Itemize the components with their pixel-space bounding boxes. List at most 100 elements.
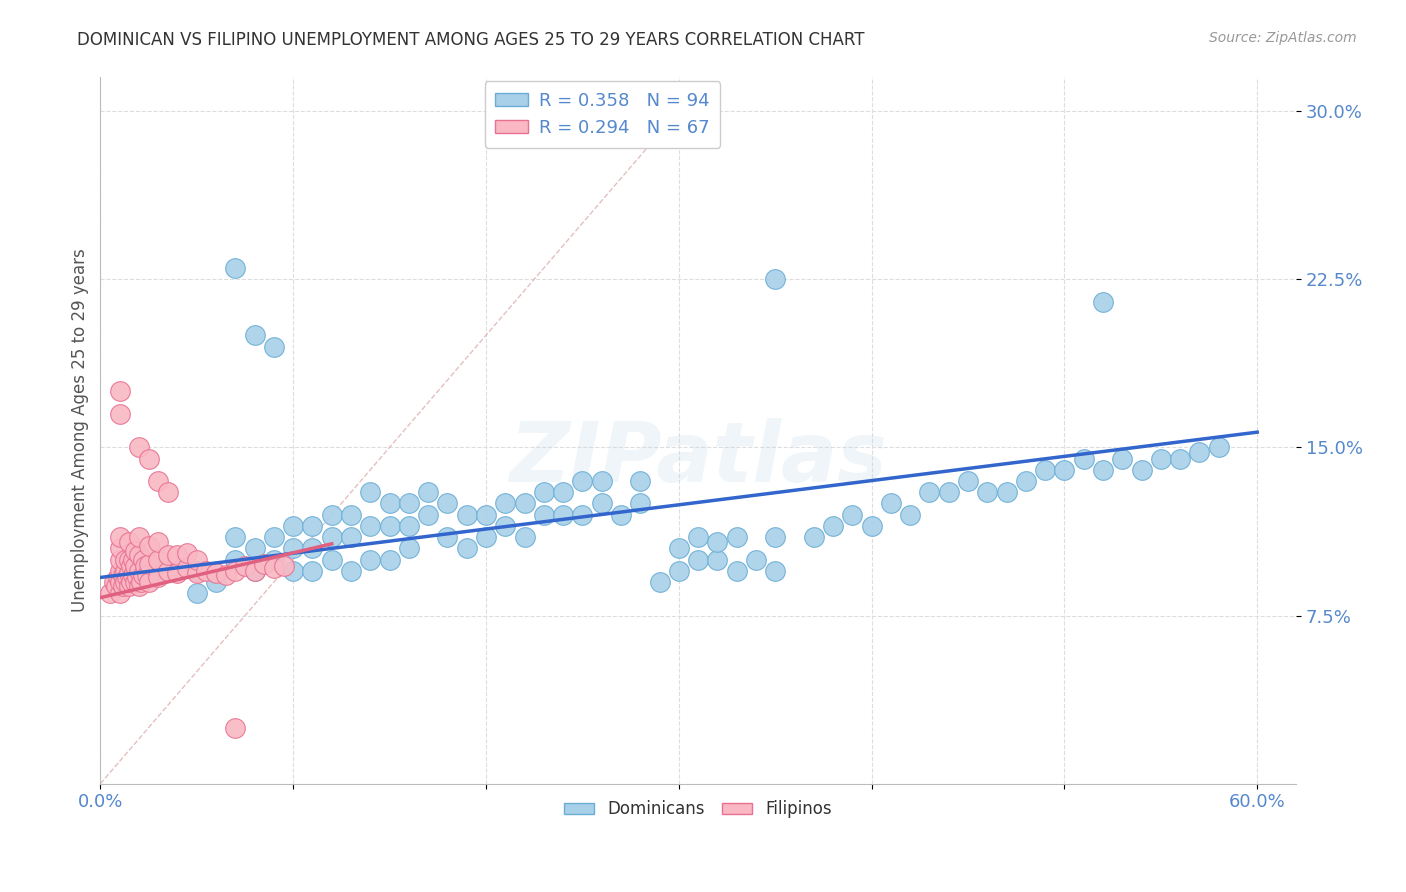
Point (263, 561, 285, 575)
Point (132, 568, 155, 582)
Point (124, 543, 146, 558)
Point (398, 541, 420, 556)
Point (841, 508, 863, 522)
Point (610, 508, 633, 522)
Point (359, 552, 381, 566)
Point (628, 474, 651, 488)
Point (283, 541, 305, 556)
Point (243, 328, 266, 343)
Point (128, 564, 150, 578)
Point (186, 564, 208, 578)
Point (301, 541, 323, 556)
Point (138, 451, 160, 466)
Point (436, 496, 458, 510)
Point (112, 579, 135, 593)
Point (1130, 463, 1153, 477)
Point (359, 519, 381, 533)
Point (243, 564, 266, 578)
Point (321, 508, 343, 522)
Point (114, 564, 136, 578)
Point (475, 508, 498, 522)
Point (118, 552, 141, 566)
Point (1188, 445, 1211, 459)
Point (533, 485, 555, 500)
Point (122, 552, 145, 566)
Point (98, 586, 121, 600)
Point (176, 561, 198, 575)
Point (156, 485, 179, 500)
Point (494, 496, 516, 510)
Point (571, 474, 593, 488)
Point (205, 566, 228, 580)
Point (205, 574, 228, 589)
Point (114, 552, 136, 566)
Point (1073, 451, 1095, 466)
Point (156, 564, 179, 578)
Point (1091, 294, 1114, 309)
Point (233, 559, 256, 574)
Point (103, 574, 125, 589)
Point (124, 574, 146, 589)
Point (224, 564, 246, 578)
Point (533, 508, 555, 522)
Point (1208, 441, 1230, 455)
Point (166, 548, 188, 562)
Point (359, 485, 381, 500)
Point (513, 496, 536, 510)
Point (513, 530, 536, 544)
Point (148, 570, 170, 584)
Point (494, 519, 516, 533)
Point (283, 564, 305, 578)
Text: Source: ZipAtlas.com: Source: ZipAtlas.com (1209, 31, 1357, 45)
Point (1053, 463, 1076, 477)
Text: DOMINICAN VS FILIPINO UNEMPLOYMENT AMONG AGES 25 TO 29 YEARS CORRELATION CHART: DOMINICAN VS FILIPINO UNEMPLOYMENT AMONG… (77, 31, 865, 49)
Point (108, 530, 131, 544)
Point (166, 552, 188, 566)
Point (138, 557, 160, 571)
Point (591, 474, 613, 488)
Point (918, 485, 941, 500)
Point (166, 566, 188, 580)
Point (301, 564, 323, 578)
Point (1091, 463, 1114, 477)
Point (725, 530, 748, 544)
Text: ZIPatlas: ZIPatlas (509, 418, 887, 500)
Point (706, 534, 728, 549)
Point (860, 519, 883, 533)
Point (436, 530, 458, 544)
Point (418, 508, 440, 522)
Point (215, 568, 238, 582)
Point (803, 530, 825, 544)
Point (128, 530, 150, 544)
Point (763, 530, 786, 544)
Point (243, 564, 266, 578)
Point (821, 519, 844, 533)
Point (745, 552, 768, 566)
Point (475, 530, 498, 544)
Point (321, 530, 343, 544)
Point (273, 559, 295, 574)
Point (686, 552, 709, 566)
Point (108, 407, 131, 421)
Point (120, 574, 142, 589)
Point (148, 534, 170, 549)
Point (195, 564, 218, 578)
Point (763, 272, 786, 286)
Point (551, 508, 574, 522)
Point (976, 485, 998, 500)
Point (668, 564, 690, 578)
Point (1015, 474, 1038, 488)
Point (128, 579, 150, 593)
Point (132, 552, 155, 566)
Point (706, 552, 728, 566)
Point (340, 508, 363, 522)
Legend: Dominicans, Filipinos: Dominicans, Filipinos (558, 794, 838, 825)
Point (224, 530, 246, 544)
Point (263, 339, 285, 353)
Point (224, 552, 246, 566)
Point (456, 508, 478, 522)
Point (176, 546, 198, 560)
Point (1111, 451, 1133, 466)
Point (138, 539, 160, 553)
Point (135, 568, 157, 582)
